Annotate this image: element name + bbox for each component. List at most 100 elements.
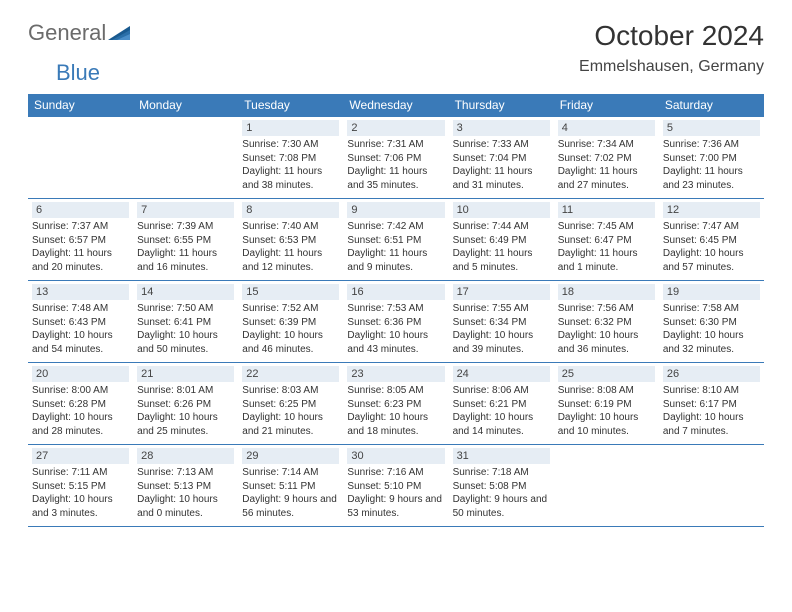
sunrise-text: Sunrise: 7:30 AM — [242, 138, 339, 152]
calendar-day-cell: 17Sunrise: 7:55 AMSunset: 6:34 PMDayligh… — [449, 281, 554, 363]
daylight-text: Daylight: 11 hours and 38 minutes. — [242, 165, 339, 192]
daylight-text: Daylight: 10 hours and 32 minutes. — [663, 329, 760, 356]
sunset-text: Sunset: 6:49 PM — [453, 234, 550, 248]
sunset-text: Sunset: 6:36 PM — [347, 316, 444, 330]
day-number: 20 — [32, 366, 129, 382]
sunrise-text: Sunrise: 7:11 AM — [32, 466, 129, 480]
day-number: 2 — [347, 120, 444, 136]
day-details: Sunrise: 7:53 AMSunset: 6:36 PMDaylight:… — [347, 302, 444, 356]
calendar-day-cell: 4Sunrise: 7:34 AMSunset: 7:02 PMDaylight… — [554, 117, 659, 199]
sunset-text: Sunset: 5:08 PM — [453, 480, 550, 494]
calendar-week-row: 1 Sunrise: 7:30 AMSunset: 7:08 PMDaylight… — [28, 117, 764, 199]
sunrise-text: Sunrise: 8:06 AM — [453, 384, 550, 398]
day-details: Sunrise: 8:00 AMSunset: 6:28 PMDaylight:… — [32, 384, 129, 438]
calendar-day-cell: 3Sunrise: 7:33 AMSunset: 7:04 PMDaylight… — [449, 117, 554, 199]
day-number: 13 — [32, 284, 129, 300]
day-number: 11 — [558, 202, 655, 218]
day-details: Sunrise: 7:56 AMSunset: 6:32 PMDaylight:… — [558, 302, 655, 356]
day-number: 30 — [347, 448, 444, 464]
sunrise-text: Sunrise: 7:34 AM — [558, 138, 655, 152]
day-details: Sunrise: 7:14 AMSunset: 5:11 PMDaylight:… — [242, 466, 339, 520]
daylight-text: Daylight: 11 hours and 35 minutes. — [347, 165, 444, 192]
sunrise-text: Sunrise: 7:55 AM — [453, 302, 550, 316]
day-number: 16 — [347, 284, 444, 300]
sunset-text: Sunset: 5:13 PM — [137, 480, 234, 494]
sunrise-text: Sunrise: 8:05 AM — [347, 384, 444, 398]
day-number: 7 — [137, 202, 234, 218]
day-number: 31 — [453, 448, 550, 464]
day-number: 17 — [453, 284, 550, 300]
weekday-header: Thursday — [449, 94, 554, 117]
day-number: 14 — [137, 284, 234, 300]
calendar-day-cell: 26Sunrise: 8:10 AMSunset: 6:17 PMDayligh… — [659, 363, 764, 445]
calendar-day-cell: 27Sunrise: 7:11 AMSunset: 5:15 PMDayligh… — [28, 445, 133, 527]
logo-text-blue: Blue — [56, 60, 100, 85]
sunrise-text: Sunrise: 7:18 AM — [453, 466, 550, 480]
daylight-text: Daylight: 10 hours and 50 minutes. — [137, 329, 234, 356]
sunrise-text: Sunrise: 7:31 AM — [347, 138, 444, 152]
sunrise-text: Sunrise: 7:58 AM — [663, 302, 760, 316]
calendar-week-row: 13 Sunrise: 7:48 AMSunset: 6:43 PMDayligh… — [28, 281, 764, 363]
day-number: 23 — [347, 366, 444, 382]
calendar-day-cell: 22Sunrise: 8:03 AMSunset: 6:25 PMDayligh… — [238, 363, 343, 445]
sunrise-text: Sunrise: 7:50 AM — [137, 302, 234, 316]
day-details: Sunrise: 8:03 AMSunset: 6:25 PMDaylight:… — [242, 384, 339, 438]
calendar-day-cell: 31 Sunrise: 7:18 AMSunset: 5:08 PMDayligh… — [449, 445, 554, 527]
day-details: Sunrise: 7:50 AMSunset: 6:41 PMDaylight:… — [137, 302, 234, 356]
calendar-day-cell: 18Sunrise: 7:56 AMSunset: 6:32 PMDayligh… — [554, 281, 659, 363]
daylight-text: Daylight: 10 hours and 14 minutes. — [453, 411, 550, 438]
daylight-text: Daylight: 9 hours and 50 minutes. — [453, 493, 550, 520]
daylight-text: Daylight: 11 hours and 20 minutes. — [32, 247, 129, 274]
day-details: Sunrise: 7:40 AMSunset: 6:53 PMDaylight:… — [242, 220, 339, 274]
calendar-day-cell: 23Sunrise: 8:05 AMSunset: 6:23 PMDayligh… — [343, 363, 448, 445]
day-number: 12 — [663, 202, 760, 218]
day-number: 21 — [137, 366, 234, 382]
daylight-text: Daylight: 10 hours and 0 minutes. — [137, 493, 234, 520]
sunrise-text: Sunrise: 7:44 AM — [453, 220, 550, 234]
sunset-text: Sunset: 6:39 PM — [242, 316, 339, 330]
sunrise-text: Sunrise: 7:37 AM — [32, 220, 129, 234]
weekday-header: Wednesday — [343, 94, 448, 117]
weekday-header: Friday — [554, 94, 659, 117]
sunset-text: Sunset: 6:51 PM — [347, 234, 444, 248]
day-number: 8 — [242, 202, 339, 218]
daylight-text: Daylight: 10 hours and 21 minutes. — [242, 411, 339, 438]
logo-text-general: General — [28, 20, 106, 46]
sunrise-text: Sunrise: 8:03 AM — [242, 384, 339, 398]
day-number: 5 — [663, 120, 760, 136]
calendar-day-cell: 14 Sunrise: 7:50 AMSunset: 6:41 PMDayligh… — [133, 281, 238, 363]
day-details: Sunrise: 7:48 AMSunset: 6:43 PMDaylight:… — [32, 302, 129, 356]
calendar-day-cell: 2Sunrise: 7:31 AMSunset: 7:06 PMDaylight… — [343, 117, 448, 199]
calendar-day-cell — [554, 445, 659, 527]
sunset-text: Sunset: 6:30 PM — [663, 316, 760, 330]
day-details: Sunrise: 8:08 AMSunset: 6:19 PMDaylight:… — [558, 384, 655, 438]
day-details: Sunrise: 8:01 AMSunset: 6:26 PMDaylight:… — [137, 384, 234, 438]
sunset-text: Sunset: 6:26 PM — [137, 398, 234, 412]
day-number: 19 — [663, 284, 760, 300]
day-number: 24 — [453, 366, 550, 382]
title-area: October 2024 Emmelshausen, Germany — [579, 20, 764, 76]
sunset-text: Sunset: 6:53 PM — [242, 234, 339, 248]
daylight-text: Daylight: 10 hours and 39 minutes. — [453, 329, 550, 356]
calendar-day-cell: 24Sunrise: 8:06 AMSunset: 6:21 PMDayligh… — [449, 363, 554, 445]
sunset-text: Sunset: 6:57 PM — [32, 234, 129, 248]
calendar-day-cell: 10Sunrise: 7:44 AMSunset: 6:49 PMDayligh… — [449, 199, 554, 281]
day-number: 29 — [242, 448, 339, 464]
sunset-text: Sunset: 6:41 PM — [137, 316, 234, 330]
month-title: October 2024 — [579, 20, 764, 52]
daylight-text: Daylight: 11 hours and 5 minutes. — [453, 247, 550, 274]
calendar-day-cell — [133, 117, 238, 199]
calendar-week-row: 20 Sunrise: 8:00 AMSunset: 6:28 PMDayligh… — [28, 363, 764, 445]
daylight-text: Daylight: 11 hours and 27 minutes. — [558, 165, 655, 192]
day-number: 27 — [32, 448, 129, 464]
day-number: 1 — [242, 120, 339, 136]
day-details: Sunrise: 7:30 AMSunset: 7:08 PMDaylight:… — [242, 138, 339, 192]
day-number: 6 — [32, 202, 129, 218]
weekday-header: Monday — [133, 94, 238, 117]
daylight-text: Daylight: 11 hours and 31 minutes. — [453, 165, 550, 192]
sunset-text: Sunset: 7:04 PM — [453, 152, 550, 166]
sunrise-text: Sunrise: 7:47 AM — [663, 220, 760, 234]
day-details: Sunrise: 7:58 AMSunset: 6:30 PMDaylight:… — [663, 302, 760, 356]
sunset-text: Sunset: 5:11 PM — [242, 480, 339, 494]
daylight-text: Daylight: 10 hours and 7 minutes. — [663, 411, 760, 438]
